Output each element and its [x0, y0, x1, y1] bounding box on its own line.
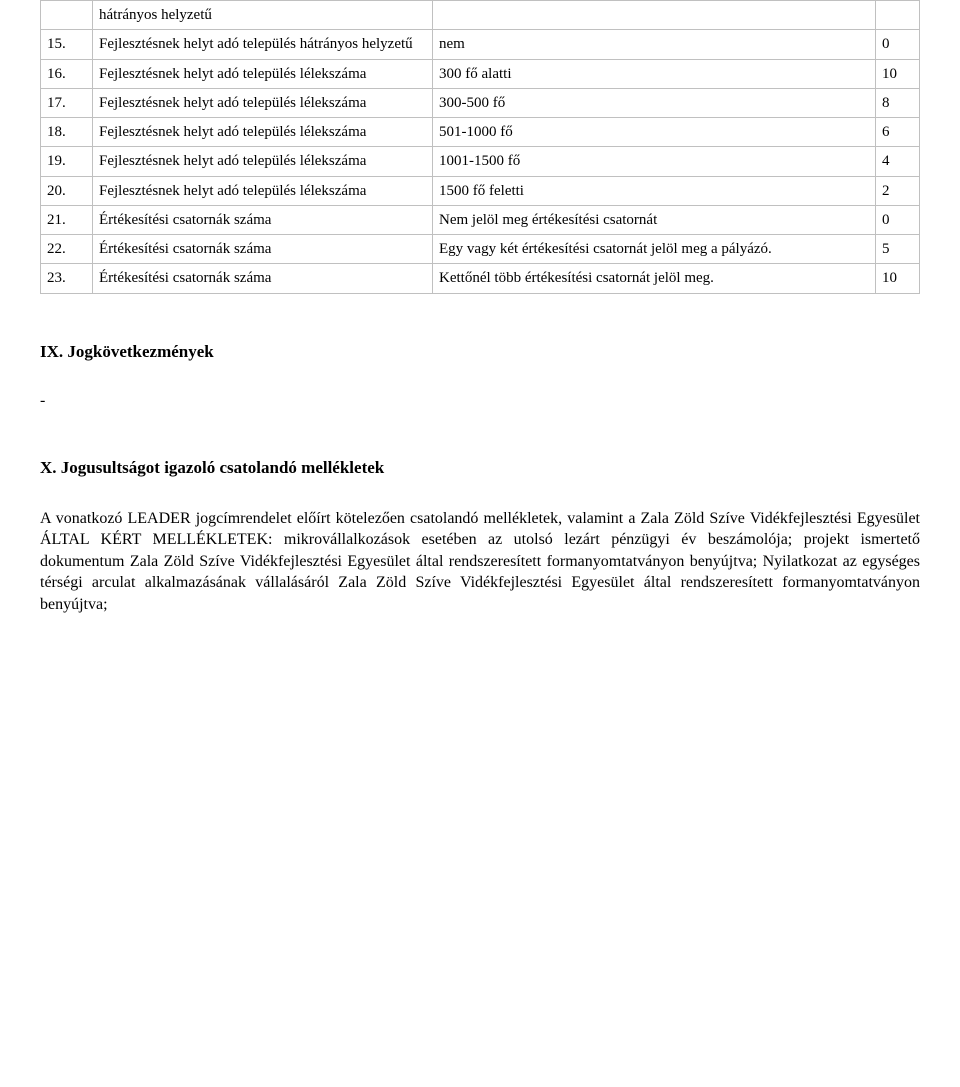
table-row: 21. Értékesítési csatornák száma Nem jel…	[41, 205, 920, 234]
row-score	[876, 1, 920, 30]
row-score: 5	[876, 235, 920, 264]
row-number: 23.	[41, 264, 93, 293]
row-description: Fejlesztésnek helyt adó település léleks…	[93, 176, 433, 205]
row-number: 20.	[41, 176, 93, 205]
table-row: hátrányos helyzetű	[41, 1, 920, 30]
row-number	[41, 1, 93, 30]
row-number: 18.	[41, 118, 93, 147]
table-row: 22. Értékesítési csatornák száma Egy vag…	[41, 235, 920, 264]
row-number: 19.	[41, 147, 93, 176]
row-score: 8	[876, 88, 920, 117]
table-row: 17. Fejlesztésnek helyt adó település lé…	[41, 88, 920, 117]
section-ix-dash: -	[40, 392, 920, 410]
table-row: 16. Fejlesztésnek helyt adó település lé…	[41, 59, 920, 88]
table-row: 23. Értékesítési csatornák száma Kettőné…	[41, 264, 920, 293]
table-row: 19. Fejlesztésnek helyt adó település lé…	[41, 147, 920, 176]
table-row: 15. Fejlesztésnek helyt adó település há…	[41, 30, 920, 59]
row-value: 1001-1500 fő	[433, 147, 876, 176]
row-number: 22.	[41, 235, 93, 264]
row-description: Értékesítési csatornák száma	[93, 205, 433, 234]
row-description: Fejlesztésnek helyt adó település léleks…	[93, 88, 433, 117]
row-description: Fejlesztésnek helyt adó település léleks…	[93, 59, 433, 88]
table-row: 18. Fejlesztésnek helyt adó település lé…	[41, 118, 920, 147]
section-ix-heading: IX. Jogkövetkezmények	[40, 342, 920, 362]
row-value: 300-500 fő	[433, 88, 876, 117]
row-description: Értékesítési csatornák száma	[93, 264, 433, 293]
row-description: Fejlesztésnek helyt adó település léleks…	[93, 118, 433, 147]
row-score: 2	[876, 176, 920, 205]
row-score: 0	[876, 205, 920, 234]
row-value	[433, 1, 876, 30]
section-x-heading: X. Jogusultságot igazoló csatolandó mell…	[40, 458, 920, 478]
row-value: nem	[433, 30, 876, 59]
section-x-paragraph: A vonatkozó LEADER jogcímrendelet előírt…	[40, 508, 920, 616]
row-description: Fejlesztésnek helyt adó település hátrán…	[93, 30, 433, 59]
row-value: 300 fő alatti	[433, 59, 876, 88]
row-description: Fejlesztésnek helyt adó település léleks…	[93, 147, 433, 176]
row-number: 17.	[41, 88, 93, 117]
row-score: 0	[876, 30, 920, 59]
table-row: 20. Fejlesztésnek helyt adó település lé…	[41, 176, 920, 205]
row-number: 21.	[41, 205, 93, 234]
row-score: 10	[876, 59, 920, 88]
row-description: hátrányos helyzetű	[93, 1, 433, 30]
criteria-table: hátrányos helyzetű 15. Fejlesztésnek hel…	[40, 0, 920, 294]
row-description: Értékesítési csatornák száma	[93, 235, 433, 264]
row-value: Kettőnél több értékesítési csatornát jel…	[433, 264, 876, 293]
row-value: Egy vagy két értékesítési csatornát jelö…	[433, 235, 876, 264]
row-score: 10	[876, 264, 920, 293]
row-number: 16.	[41, 59, 93, 88]
row-value: 1500 fő feletti	[433, 176, 876, 205]
row-score: 6	[876, 118, 920, 147]
row-score: 4	[876, 147, 920, 176]
row-number: 15.	[41, 30, 93, 59]
row-value: 501-1000 fő	[433, 118, 876, 147]
row-value: Nem jelöl meg értékesítési csatornát	[433, 205, 876, 234]
